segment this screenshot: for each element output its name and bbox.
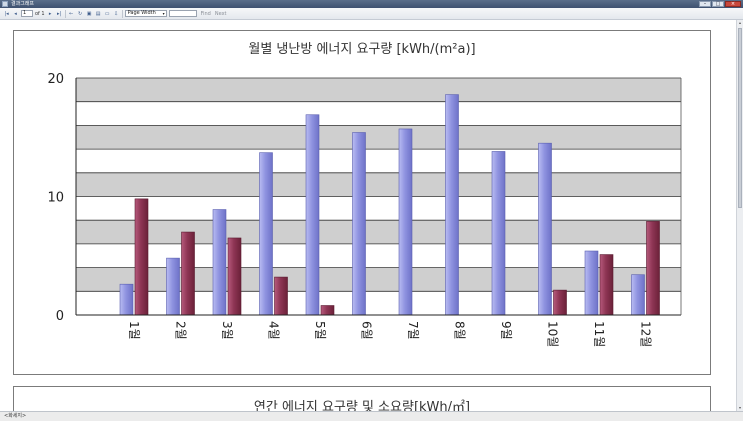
monthly-energy-chart-panel: 0 10 20 1월 2월 3월 4월 5월 6월 7월 8월 9월 10월 11월 12월 월별 냉난방 …: [13, 30, 711, 375]
window-titlebar: 결과그래프 – □ ×: [0, 0, 743, 8]
layout-icon[interactable]: ▭: [104, 10, 110, 17]
y-tick-label: 10: [47, 191, 64, 206]
x-tick-label: 12월: [639, 321, 653, 347]
annual-energy-title: 연간 에너지 요구량 및 소요량[kWh/㎡]: [253, 400, 471, 411]
maximize-button[interactable]: □: [712, 1, 724, 7]
bar-series1-5: [305, 114, 320, 316]
bar-series2-10: [553, 289, 567, 316]
back-icon[interactable]: ←: [68, 10, 74, 17]
page-count: of 1: [35, 10, 45, 17]
scroll-thumb[interactable]: [738, 28, 742, 208]
close-button[interactable]: ×: [725, 1, 741, 7]
grid-band: [76, 291, 681, 315]
grid-band: [76, 125, 681, 150]
bar-series1-7: [398, 128, 413, 316]
bar-series2-11: [599, 254, 614, 316]
chevron-down-icon: ▾: [162, 11, 165, 16]
bar-series2-12: [646, 221, 660, 316]
x-tick-label: 3월: [220, 321, 234, 340]
bar-series1-3: [212, 209, 227, 316]
page-number-input[interactable]: 1: [21, 10, 33, 17]
grid-band: [76, 267, 681, 292]
x-tick-label: 1월: [127, 321, 141, 340]
status-text: <화세지>: [4, 413, 27, 419]
annual-energy-panel: 연간 에너지 요구량 및 소요량[kWh/㎡]: [13, 386, 711, 411]
bar-series1-10: [538, 142, 552, 316]
grid-band: [76, 172, 681, 197]
y-tick-label: 0: [56, 309, 64, 324]
x-tick-label: 4월: [267, 321, 281, 340]
window-title: 결과그래프: [11, 1, 35, 7]
app-icon: [2, 1, 8, 7]
vertical-scrollbar[interactable]: ▴ ▾: [736, 20, 743, 411]
bar-series2-4: [274, 276, 288, 316]
next-page-icon[interactable]: ▸: [48, 10, 52, 17]
x-tick-label: 5월: [313, 321, 327, 340]
print-icon[interactable]: ▣: [86, 10, 92, 17]
page-setup-icon[interactable]: ▤: [95, 10, 101, 17]
x-tick-label: 9월: [499, 321, 513, 340]
y-tick-label: 20: [47, 72, 64, 87]
bar-series2-2: [181, 231, 195, 316]
last-page-icon[interactable]: ▸|: [56, 10, 62, 17]
report-viewport: 0 10 20 1월 2월 3월 4월 5월 6월 7월 8월 9월 10월 11월 12월 월별 냉난방 …: [0, 20, 736, 411]
monthly-energy-chart: 0 10 20 1월 2월 3월 4월 5월 6월 7월 8월 9월 10월 11월 12월 월별 냉난방 …: [47, 42, 682, 347]
bar-series2-5: [320, 305, 335, 316]
x-tick-label: 10월: [546, 321, 560, 347]
x-tick-label: 11월: [592, 321, 606, 347]
grid-band: [76, 78, 681, 102]
window-controls: – □ ×: [699, 0, 741, 8]
zoom-value: Page Width: [127, 10, 156, 16]
bar-series1-2: [166, 257, 180, 316]
bar-series2-3: [227, 237, 242, 316]
bar-series1-4: [259, 152, 273, 316]
toolbar-divider: [121, 9, 123, 18]
export-icon[interactable]: ⇩: [113, 10, 119, 17]
scroll-up-icon[interactable]: ▴: [738, 20, 741, 25]
grid-band: [76, 101, 681, 126]
grid-band: [76, 243, 681, 268]
first-page-icon[interactable]: |◂: [4, 10, 9, 17]
find-next-link[interactable]: Next: [214, 10, 227, 17]
find-link[interactable]: Find: [200, 10, 211, 17]
bar-series2-1: [134, 198, 149, 316]
status-bar: <화세지>: [0, 411, 743, 421]
bar-series1-11: [584, 250, 599, 316]
zoom-select[interactable]: Page Width ▾: [124, 10, 167, 17]
x-tick-label: 7월: [406, 321, 420, 340]
find-input[interactable]: [168, 10, 197, 17]
x-tick-label: 8월: [453, 321, 467, 340]
bar-series1-1: [119, 283, 134, 316]
minimize-button[interactable]: –: [699, 1, 711, 7]
grid-band: [76, 196, 681, 221]
grid-band: [76, 149, 681, 173]
toolbar-divider: [64, 9, 66, 18]
report-toolbar: |◂ ◂ 1 of 1 ▸ ▸| ← ↻ ▣ ▤ ▭ ⇩ Page Width …: [0, 8, 743, 20]
refresh-icon[interactable]: ↻: [77, 10, 83, 17]
bar-series1-8: [445, 94, 459, 316]
bar-series1-9: [491, 151, 506, 316]
grid-band: [76, 220, 681, 244]
x-tick-label: 2월: [174, 321, 188, 340]
x-tick-label: 6월: [360, 321, 374, 340]
bar-series1-6: [352, 132, 366, 316]
bar-series1-12: [631, 274, 645, 316]
scroll-down-icon[interactable]: ▾: [738, 405, 741, 410]
chart-title: 월별 냉난방 에너지 요구량 [kWh/(m²a)]: [248, 42, 475, 57]
prev-page-icon[interactable]: ◂: [14, 10, 17, 17]
